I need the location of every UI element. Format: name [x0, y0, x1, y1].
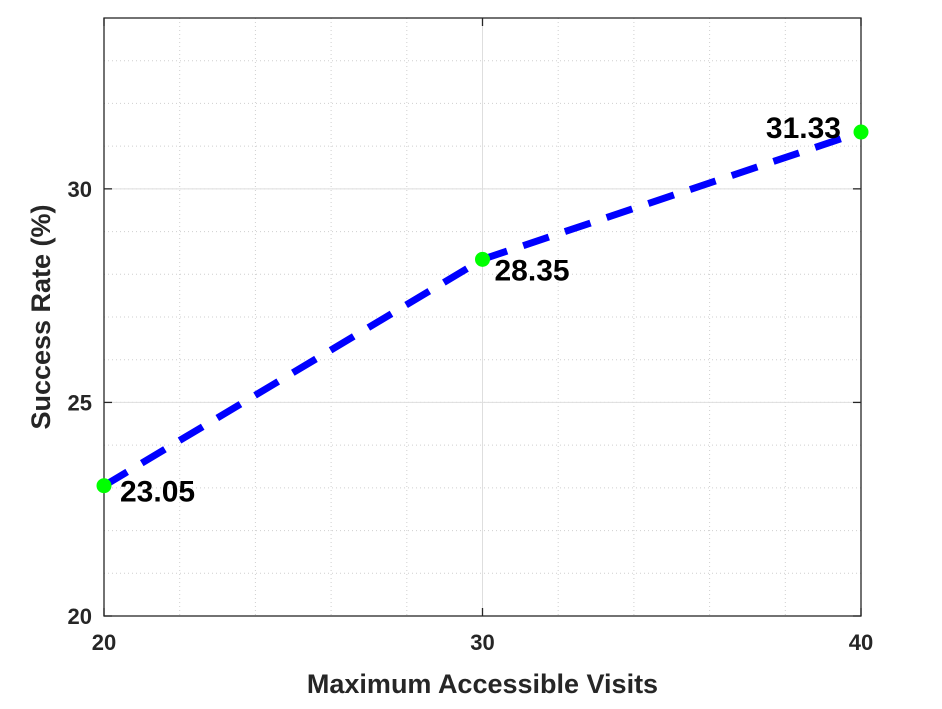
y-tick-label: 25	[68, 390, 92, 415]
y-tick-label: 30	[68, 177, 92, 202]
y-axis-title: Success Rate (%)	[26, 204, 56, 429]
x-axis-title: Maximum Accessible Visits	[307, 669, 658, 699]
data-label: 23.05	[120, 476, 195, 509]
data-point	[96, 478, 112, 494]
x-tick-label: 30	[470, 630, 494, 655]
data-label: 31.33	[766, 112, 841, 145]
x-tick-label: 20	[92, 630, 116, 655]
tick-marks	[103, 18, 862, 617]
x-tick-label: 40	[849, 630, 873, 655]
x-tick-labels: 20 30 40	[92, 630, 873, 655]
data-labels: 23.05 28.35 31.33	[120, 112, 841, 509]
y-tick-label: 20	[68, 604, 92, 629]
data-label: 28.35	[495, 254, 570, 287]
y-tick-labels: 20 25 30	[68, 177, 92, 629]
data-markers	[96, 124, 869, 494]
data-point	[853, 124, 869, 140]
major-grid	[103, 18, 862, 617]
data-point	[475, 251, 490, 267]
